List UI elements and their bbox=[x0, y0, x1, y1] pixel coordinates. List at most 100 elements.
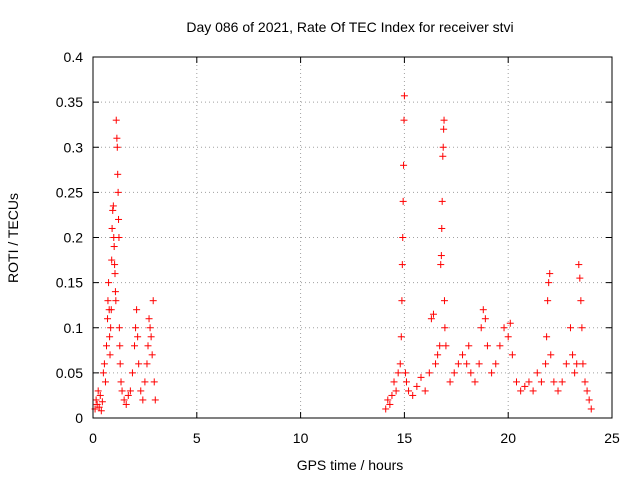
data-point bbox=[542, 360, 550, 368]
data-point bbox=[436, 342, 444, 350]
y-axis-label: ROTI / TECUs bbox=[5, 193, 21, 283]
data-point bbox=[521, 382, 529, 390]
data-point bbox=[109, 206, 117, 214]
data-point bbox=[437, 252, 445, 260]
data-point bbox=[488, 369, 496, 377]
data-point bbox=[500, 324, 508, 332]
data-point bbox=[544, 297, 552, 305]
data-point bbox=[95, 403, 103, 411]
data-point bbox=[463, 360, 471, 368]
data-point bbox=[394, 369, 402, 377]
data-point bbox=[459, 351, 467, 359]
data-point bbox=[400, 92, 408, 100]
data-point bbox=[96, 391, 104, 399]
data-point bbox=[440, 125, 448, 133]
data-point bbox=[97, 407, 105, 415]
data-point bbox=[446, 378, 454, 386]
data-point bbox=[94, 387, 102, 395]
data-point bbox=[492, 360, 500, 368]
data-point bbox=[132, 324, 140, 332]
data-point bbox=[550, 378, 558, 386]
data-point bbox=[112, 116, 120, 124]
data-point bbox=[104, 315, 112, 323]
data-point bbox=[471, 378, 479, 386]
chart-title: Day 086 of 2021, Rate Of TEC Index for r… bbox=[186, 19, 513, 35]
x-tick-label: 15 bbox=[397, 430, 413, 446]
data-point bbox=[440, 297, 448, 305]
data-point bbox=[388, 391, 396, 399]
data-point bbox=[439, 143, 447, 151]
data-point bbox=[118, 387, 126, 395]
data-point bbox=[537, 378, 545, 386]
data-point bbox=[525, 378, 533, 386]
data-point bbox=[390, 378, 398, 386]
y-tick-label: 0.1 bbox=[64, 320, 84, 336]
data-point bbox=[401, 369, 409, 377]
data-point bbox=[400, 116, 408, 124]
data-point bbox=[116, 342, 124, 350]
data-point bbox=[399, 197, 407, 205]
y-tick-labels: 0 0.05 0.1 0.15 0.2 0.25 0.3 0.35 0.4 bbox=[56, 49, 83, 426]
data-point bbox=[585, 396, 593, 404]
data-point bbox=[508, 351, 516, 359]
data-point bbox=[149, 297, 157, 305]
data-point bbox=[106, 351, 114, 359]
data-points bbox=[91, 92, 595, 415]
data-point bbox=[578, 324, 586, 332]
data-point bbox=[115, 324, 123, 332]
data-point bbox=[133, 306, 141, 314]
data-point bbox=[114, 188, 122, 196]
x-tick-label: 20 bbox=[500, 430, 516, 446]
data-point bbox=[513, 378, 521, 386]
data-point bbox=[120, 396, 128, 404]
y-tick-label: 0.05 bbox=[56, 365, 83, 381]
y-tick-label: 0.3 bbox=[64, 139, 84, 155]
data-point bbox=[425, 369, 433, 377]
data-point bbox=[382, 405, 390, 413]
data-point bbox=[581, 378, 589, 386]
data-point bbox=[577, 297, 585, 305]
x-axis-label: GPS time / hours bbox=[297, 457, 404, 473]
data-point bbox=[145, 315, 153, 323]
y-tick-label: 0.4 bbox=[64, 49, 84, 65]
data-point bbox=[111, 270, 119, 278]
data-point bbox=[554, 387, 562, 395]
data-point bbox=[454, 360, 462, 368]
data-point bbox=[124, 391, 132, 399]
data-point bbox=[147, 333, 155, 341]
data-point bbox=[150, 378, 158, 386]
data-point bbox=[104, 297, 112, 305]
data-point bbox=[517, 387, 525, 395]
data-point bbox=[409, 391, 417, 399]
data-point bbox=[437, 261, 445, 269]
data-point bbox=[102, 342, 110, 350]
data-point bbox=[571, 369, 579, 377]
data-point bbox=[92, 396, 100, 404]
data-point bbox=[441, 324, 449, 332]
data-point bbox=[496, 342, 504, 350]
data-point bbox=[392, 387, 400, 395]
y-tick-label: 0.15 bbox=[56, 275, 83, 291]
data-point bbox=[583, 387, 591, 395]
data-point bbox=[569, 351, 577, 359]
data-point bbox=[384, 396, 392, 404]
data-point bbox=[427, 315, 435, 323]
data-point bbox=[148, 351, 156, 359]
data-point bbox=[439, 152, 447, 160]
data-point bbox=[126, 387, 134, 395]
data-point bbox=[575, 261, 583, 269]
data-point bbox=[144, 342, 152, 350]
data-point bbox=[117, 378, 125, 386]
data-point bbox=[479, 306, 487, 314]
data-point bbox=[566, 324, 574, 332]
x-tick-label: 25 bbox=[604, 430, 620, 446]
data-point bbox=[397, 333, 405, 341]
data-point bbox=[405, 387, 413, 395]
data-point bbox=[504, 333, 512, 341]
x-tick-label: 10 bbox=[293, 430, 309, 446]
data-point bbox=[106, 333, 114, 341]
data-point bbox=[417, 373, 425, 381]
data-point bbox=[467, 369, 475, 377]
data-point bbox=[558, 378, 566, 386]
y-tick-label: 0.25 bbox=[56, 184, 83, 200]
